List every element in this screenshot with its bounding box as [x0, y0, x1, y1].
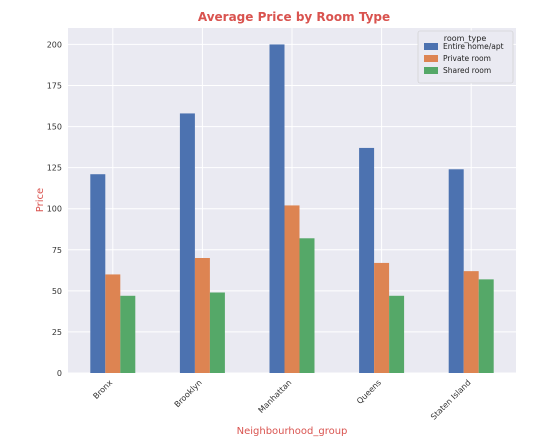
bar-shared-room-manhattan	[299, 238, 315, 373]
bar-entire-home-apt-bronx	[90, 174, 106, 373]
y-tick-label: 50	[52, 287, 62, 296]
legend-swatch	[424, 43, 438, 50]
bar-private-room-manhattan	[284, 205, 300, 373]
y-tick-label: 150	[47, 123, 62, 132]
bar-shared-room-staten-island	[478, 279, 494, 373]
y-tick-label: 100	[47, 205, 62, 214]
y-axis-label: Price	[35, 188, 46, 212]
legend-label: Shared room	[443, 66, 491, 75]
x-axis-label: Neighbourhood_group	[237, 426, 348, 437]
bar-shared-room-queens	[389, 295, 405, 373]
y-tick-label: 175	[47, 82, 62, 91]
x-tick-labels: Bronx Brooklyn Manhattan Queens Staten Islan…	[91, 378, 472, 422]
y-tick-labels: 0 25 50 75 100 125 150 175 200	[47, 40, 62, 378]
bar-shared-room-brooklyn	[209, 292, 225, 373]
chart-title: Average Price by Room Type	[198, 10, 390, 24]
legend-label: Private room	[443, 54, 491, 63]
legend-label: Entire home/apt	[443, 42, 504, 51]
bar-entire-home-apt-brooklyn	[179, 113, 195, 373]
legend-box	[417, 30, 514, 84]
bar-private-room-staten-island	[463, 271, 479, 373]
y-tick-label: 200	[47, 40, 62, 49]
bar-private-room-queens	[374, 262, 390, 373]
legend-title: room_type	[444, 34, 487, 43]
legend-swatch	[424, 67, 438, 74]
legend-swatch	[424, 55, 438, 62]
bar-entire-home-apt-queens	[359, 147, 375, 373]
bar-private-room-brooklyn	[194, 258, 210, 373]
x-tick-label: Brooklyn	[173, 378, 204, 409]
x-tick-label: Bronx	[91, 378, 114, 401]
bar-shared-room-bronx	[120, 295, 136, 373]
y-tick-label: 25	[52, 328, 62, 337]
y-tick-label: 75	[52, 246, 62, 255]
bar-entire-home-apt-staten-island	[448, 169, 464, 373]
bars	[90, 44, 494, 374]
bar-private-room-bronx	[105, 274, 121, 373]
x-tick-label: Manhattan	[257, 378, 294, 415]
y-tick-label: 0	[57, 369, 62, 378]
legend: room_type Entire home/apt Private room Sha…	[417, 30, 514, 84]
x-tick-label: Staten Island	[429, 378, 473, 422]
x-tick-label: Queens	[355, 378, 383, 406]
bar-entire-home-apt-manhattan	[269, 44, 285, 374]
y-tick-label: 125	[47, 164, 62, 173]
